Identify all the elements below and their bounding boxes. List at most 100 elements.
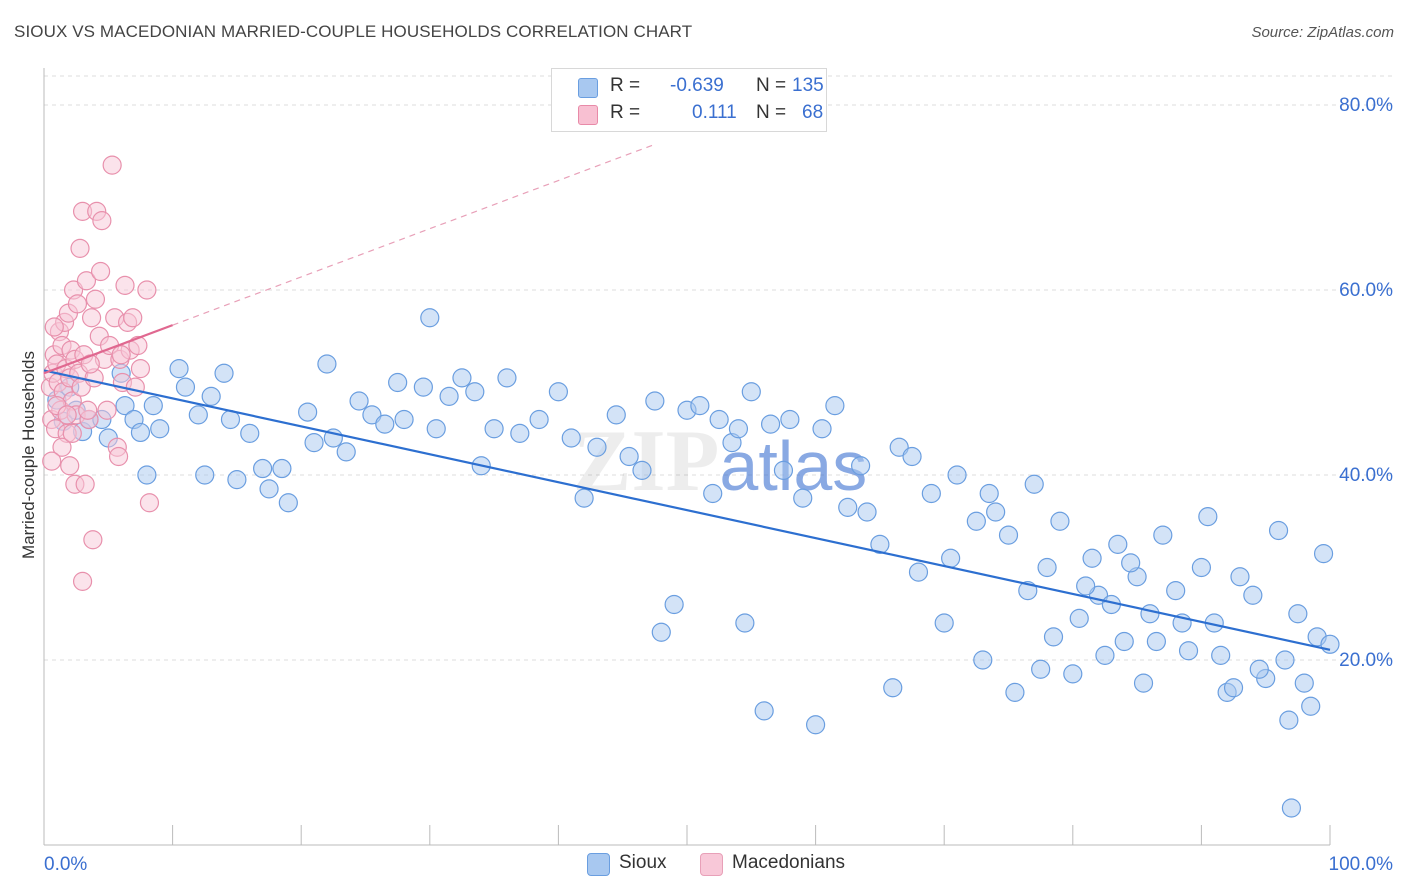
sioux-point	[1268, 520, 1289, 541]
sioux-point	[934, 613, 954, 633]
sioux-point	[1198, 507, 1218, 527]
sioux-point	[317, 354, 337, 374]
sioux-point	[253, 458, 273, 479]
series-sioux	[47, 308, 1340, 818]
n-label: N =	[756, 102, 787, 123]
sioux-point	[561, 428, 581, 448]
sioux-point	[510, 423, 530, 443]
macedonians-point	[102, 155, 122, 175]
sioux-point	[870, 534, 890, 554]
sioux-point	[760, 414, 781, 434]
macedonians-point	[108, 446, 129, 467]
sioux-point	[452, 368, 472, 388]
sioux-point	[838, 497, 858, 517]
watermark: ZIPatlas	[573, 413, 868, 510]
sioux-point	[439, 386, 459, 406]
sioux-point	[1037, 557, 1057, 578]
sioux-point	[1243, 585, 1263, 605]
macedonians-point	[60, 456, 80, 476]
sioux-point	[1178, 641, 1199, 661]
sioux-point	[1211, 645, 1231, 665]
sioux-point	[388, 372, 408, 393]
sioux-point	[362, 405, 382, 425]
sioux-point	[1275, 650, 1295, 670]
sioux-point	[1043, 627, 1064, 647]
macedonians-point	[90, 261, 111, 282]
sioux-point	[188, 405, 208, 425]
sioux-point	[632, 460, 652, 480]
watermark-atlas: atlas	[719, 427, 867, 505]
sioux-point	[1249, 659, 1269, 679]
sioux-point	[979, 483, 999, 504]
y-tick-label: 40.0%	[1339, 465, 1393, 486]
sioux-point	[703, 483, 723, 504]
sioux-point	[195, 465, 215, 485]
sioux-point	[973, 650, 993, 670]
source-label: Source: ZipAtlas.com	[1251, 24, 1394, 41]
y-tick-label: 80.0%	[1339, 95, 1393, 116]
n-label: N =	[756, 75, 787, 96]
sioux-point	[1063, 664, 1083, 684]
sioux-point	[780, 409, 800, 430]
sioux-point	[851, 456, 871, 476]
macedonians-point	[123, 308, 143, 328]
macedonians-legend-swatch	[700, 853, 723, 876]
sioux-point	[240, 423, 260, 443]
macedonians-point	[139, 493, 160, 513]
sioux-point	[375, 414, 395, 434]
macedonians-point	[92, 211, 112, 231]
sioux-point	[728, 419, 749, 439]
sioux-point	[735, 613, 755, 633]
sioux-point	[529, 409, 549, 430]
sioux-point	[1140, 604, 1160, 624]
sioux-point	[741, 382, 761, 402]
macedonians-trend-extension	[172, 143, 657, 326]
sioux-point	[606, 405, 626, 425]
sioux-point	[1313, 544, 1334, 564]
x-tick-label: 0.0%	[44, 854, 87, 875]
sioux-point	[1320, 634, 1340, 654]
sioux-point	[143, 396, 163, 416]
n-value: 68	[802, 102, 824, 123]
sioux-point	[947, 465, 967, 485]
macedonians-point	[52, 437, 72, 457]
sioux-point	[349, 391, 369, 411]
r-value: 0.111	[692, 102, 737, 123]
sioux-point	[1281, 798, 1302, 818]
sioux-trend-line	[43, 369, 1331, 651]
n-value: 135	[792, 75, 824, 96]
sioux-point	[690, 396, 710, 416]
sioux-point	[773, 460, 794, 480]
sioux-point	[664, 594, 684, 615]
macedonians-trend-line	[43, 324, 173, 375]
macedonians-legend-label: Macedonians	[732, 852, 846, 873]
macedonians-point	[72, 571, 93, 591]
sioux-point	[645, 391, 665, 411]
sioux-point	[709, 409, 729, 430]
macedonians-point	[111, 345, 131, 365]
sioux-point	[1294, 673, 1314, 693]
y-tick-label: 20.0%	[1339, 650, 1393, 671]
sioux-point	[1076, 576, 1096, 596]
sioux-point	[130, 422, 151, 443]
r-label: R =	[610, 75, 641, 96]
sioux-point	[754, 701, 774, 721]
macedonians-point	[67, 294, 88, 314]
correlation-legend: R = -0.639 N = 135 R = 0.111 N = 68	[551, 68, 827, 132]
macedonians-point	[97, 400, 117, 420]
sioux-point	[1082, 548, 1102, 568]
sioux-point	[805, 715, 826, 735]
sioux-point	[1191, 557, 1212, 578]
macedonians-point	[76, 271, 97, 291]
macedonians-point	[57, 405, 77, 425]
sioux-point	[1301, 696, 1321, 716]
macedonians-point	[78, 400, 98, 420]
sioux-point	[137, 465, 157, 485]
chart-title: SIOUX VS MACEDONIAN MARRIED-COUPLE HOUSE…	[14, 22, 693, 41]
sioux-legend-swatch	[587, 853, 610, 876]
sioux-point	[1153, 525, 1173, 545]
sioux-point	[857, 502, 877, 522]
sioux-point	[998, 525, 1019, 545]
sioux-point	[812, 419, 832, 439]
